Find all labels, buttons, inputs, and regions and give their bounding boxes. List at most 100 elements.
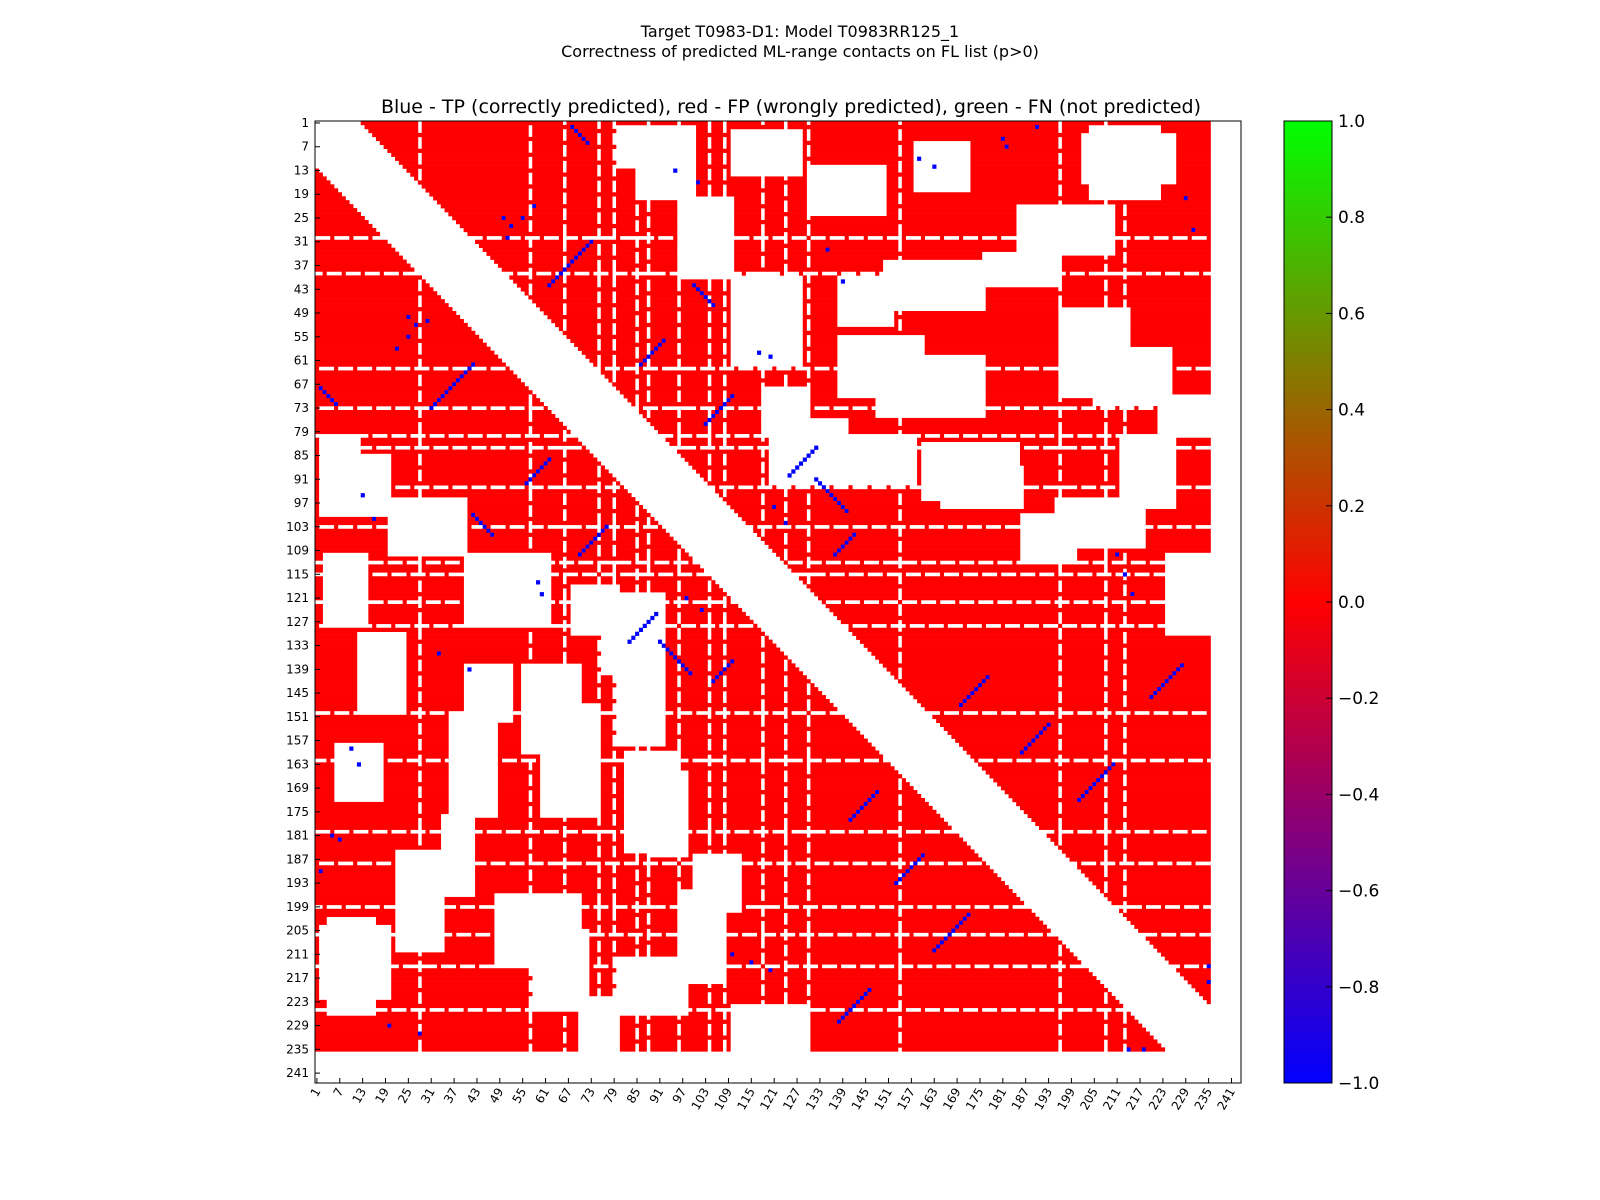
fp-contact-cell (1065, 964, 1070, 969)
fp-contact-cell (1096, 623, 1101, 629)
fp-contact-cell (372, 524, 377, 530)
fp-contact-cell (421, 342, 487, 347)
fp-contact-cell (421, 758, 426, 763)
fp-contact-cell (810, 1031, 899, 1036)
fp-contact-cell (711, 790, 724, 795)
fp-contact-cell (581, 920, 636, 925)
fp-contact-cell (566, 497, 598, 502)
fp-contact-cell (798, 904, 804, 910)
fp-contact-cell (688, 999, 708, 1005)
fp-contact-cell (475, 865, 563, 870)
fp-contact-cell (616, 536, 636, 541)
fp-contact-cell (315, 374, 419, 379)
fp-contact-cell (1111, 829, 1116, 834)
fp-contact-cell (372, 366, 377, 371)
fp-contact-cell (631, 560, 636, 565)
fp-contact-cell (1115, 247, 1211, 252)
fp-contact-cell (810, 968, 899, 973)
fp-contact-cell (1119, 552, 1124, 557)
fp-contact-cell (1004, 932, 1009, 937)
fp-contact-cell (406, 663, 419, 668)
fp-contact-cell (1077, 485, 1082, 490)
fp-contact-cell (368, 619, 419, 625)
fp-contact-cell (764, 794, 785, 799)
fp-contact-cell (532, 639, 563, 644)
fp-contact-cell (901, 940, 941, 945)
fp-contact-cell (532, 291, 563, 296)
fp-contact-cell (787, 900, 1025, 906)
fp-contact-cell (566, 580, 598, 585)
fp-contact-cell (1061, 794, 1082, 799)
fp-contact-cell (802, 358, 807, 363)
fp-contact-cell (456, 382, 525, 387)
fp-contact-cell (543, 406, 548, 411)
fp-contact-cell (509, 275, 529, 280)
tp-contact-cell (848, 817, 853, 823)
contact-map-cells (315, 121, 1211, 1052)
fp-contact-cell (1126, 782, 1211, 787)
fp-contact-cell (391, 944, 396, 949)
fp-contact-cell (959, 924, 1047, 929)
fp-contact-cell (315, 754, 335, 759)
fp-contact-cell (391, 956, 495, 961)
fp-contact-cell (1084, 873, 1105, 878)
tp-contact-cell (711, 679, 716, 684)
fp-contact-cell (959, 572, 964, 577)
fp-contact-cell (1019, 805, 1059, 811)
fp-contact-cell (764, 786, 785, 791)
fp-contact-cell (680, 1015, 708, 1020)
fp-contact-cell (878, 600, 884, 605)
fp-contact-cell (901, 417, 1124, 423)
fp-contact-cell (901, 121, 1059, 126)
fp-contact-cell (665, 607, 701, 613)
fp-contact-cell (734, 255, 762, 260)
fp-contact-cell (901, 683, 979, 688)
fp-contact-cell (901, 572, 906, 577)
fp-contact-cell (920, 433, 926, 439)
fp-contact-cell (802, 330, 1059, 336)
fp-contact-cell (1168, 679, 1211, 684)
fp-contact-cell (1061, 683, 1105, 688)
tp-contact-cell (726, 398, 731, 403)
fp-contact-cell (536, 204, 598, 209)
fp-contact-cell (764, 750, 807, 755)
fp-contact-cell (726, 675, 762, 680)
fp-contact-cell (600, 548, 613, 553)
fp-contact-cell (383, 766, 449, 771)
fp-contact-cell (650, 283, 678, 288)
fp-contact-cell (810, 817, 849, 823)
fp-contact-cell (619, 1031, 636, 1036)
fp-contact-cell (810, 350, 838, 355)
fp-contact-cell (315, 259, 407, 264)
fp-contact-cell (810, 588, 899, 593)
fp-contact-cell (901, 184, 914, 189)
fp-contact-cell (1088, 758, 1093, 763)
fp-contact-cell (787, 722, 807, 727)
fp-contact-cell (497, 746, 522, 751)
fp-contact-cell (711, 588, 724, 593)
fp-contact-cell (532, 1047, 563, 1052)
fp-contact-cell (1107, 548, 1211, 553)
tp-contact-cell (581, 548, 586, 553)
fp-contact-cell (600, 675, 613, 680)
fp-contact-cell (616, 291, 636, 296)
fp-contact-cell (330, 235, 335, 241)
fp-contact-cell (814, 592, 899, 597)
fp-contact-cell (726, 920, 762, 925)
fp-contact-cell (600, 916, 613, 921)
fp-contact-cell (322, 904, 327, 910)
fp-contact-cell (772, 968, 785, 973)
fp-contact-cell (600, 322, 613, 328)
fp-contact-cell (978, 762, 1059, 767)
fp-contact-cell (315, 924, 320, 929)
fp-contact-cell (577, 829, 583, 834)
fp-contact-cell (844, 1015, 899, 1020)
fp-contact-cell (421, 1015, 529, 1020)
fp-contact-cell (726, 425, 762, 431)
fp-contact-cell (726, 330, 731, 336)
fp-contact-cell (1019, 461, 1059, 466)
fp-contact-cell (810, 322, 838, 328)
fp-contact-cell (315, 1043, 419, 1048)
fp-contact-cell (566, 148, 598, 153)
fp-contact-cell (741, 885, 785, 890)
